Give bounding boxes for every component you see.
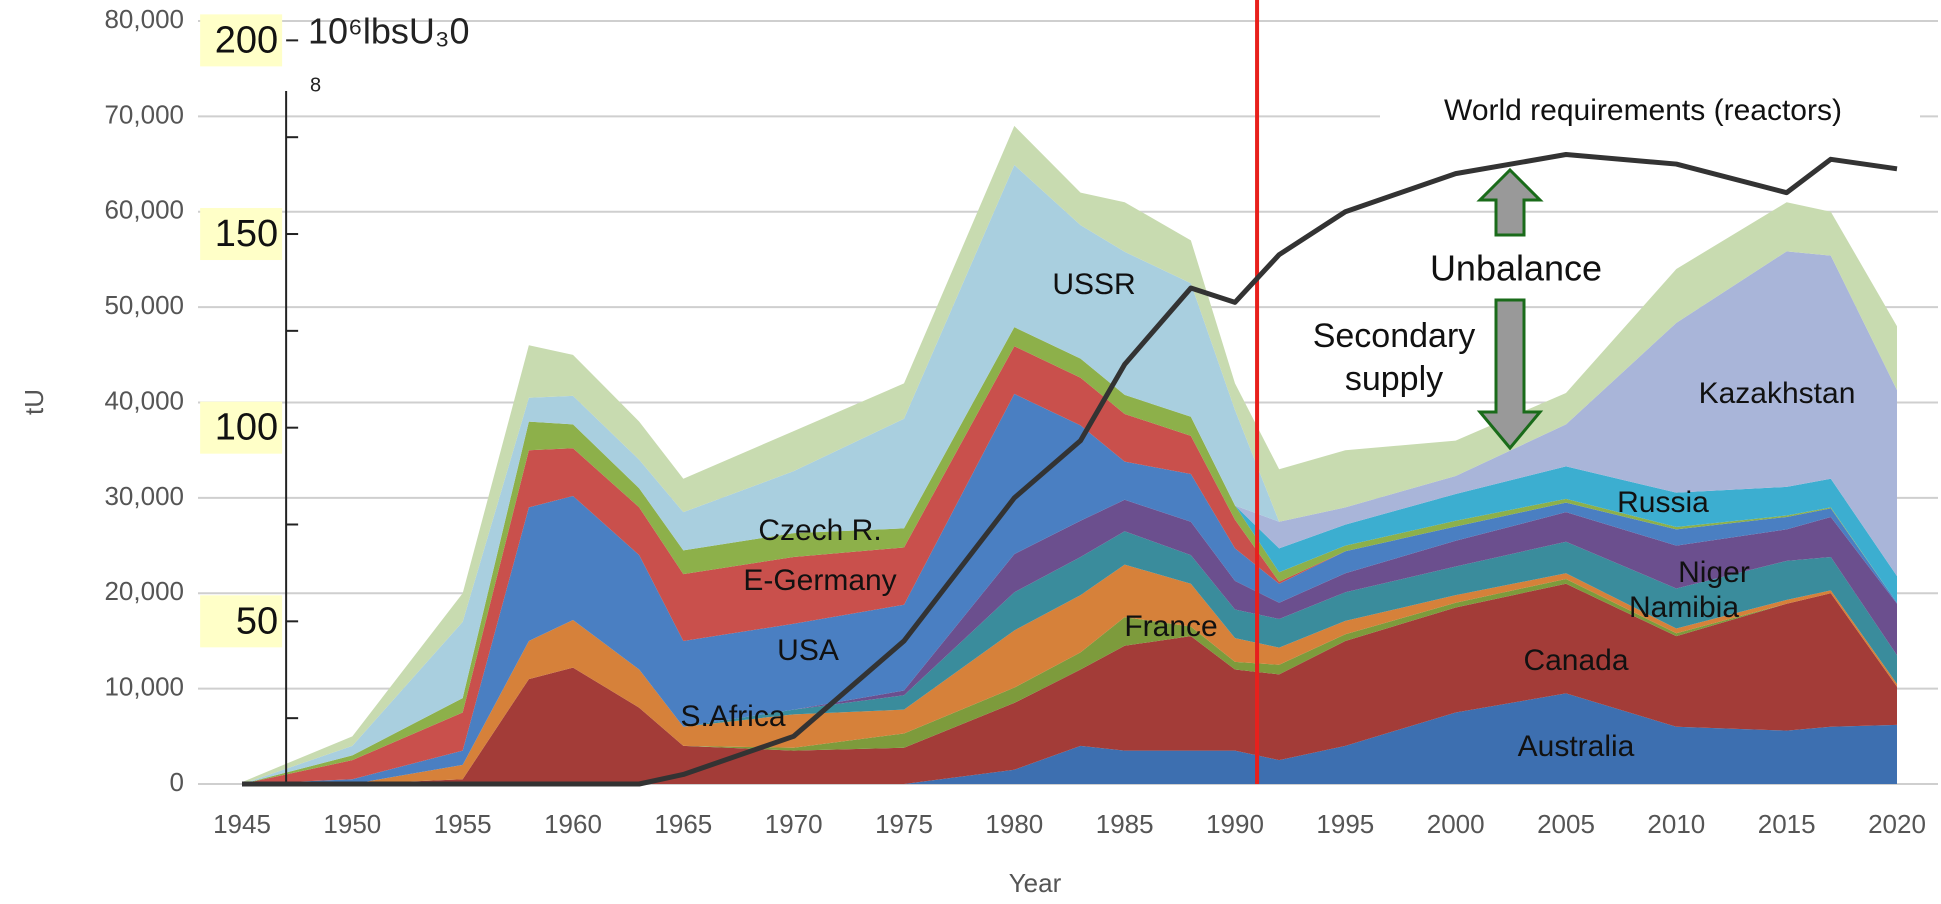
y-tick-label: 60,000 bbox=[104, 195, 184, 225]
x-tick-label: 1960 bbox=[544, 809, 602, 839]
area bbox=[242, 165, 1897, 785]
annotation: World requirements (reactors) bbox=[1444, 94, 1842, 127]
requirements-line bbox=[242, 152, 1898, 787]
x-tick-label: 1985 bbox=[1096, 809, 1154, 839]
area bbox=[242, 251, 1897, 784]
area bbox=[242, 531, 1897, 784]
x-tick-label: 1990 bbox=[1206, 809, 1264, 839]
label-bg bbox=[1380, 90, 1920, 136]
y2-tick-label: 100 bbox=[215, 407, 278, 449]
x-tick-label: 1950 bbox=[323, 809, 381, 839]
y-tick-label: 30,000 bbox=[104, 481, 184, 511]
x-tick-label: 1955 bbox=[434, 809, 492, 839]
y-axis-label: tU bbox=[19, 389, 49, 415]
x-tick-label: 1970 bbox=[765, 809, 823, 839]
y-tick-label: 50,000 bbox=[104, 290, 184, 320]
x-tick-label: 1965 bbox=[654, 809, 712, 839]
series-label: Niger bbox=[1678, 556, 1750, 589]
area bbox=[242, 564, 1897, 784]
area bbox=[242, 499, 1897, 784]
x-tick-label: 2020 bbox=[1868, 809, 1926, 839]
y2-tick-label: 200 bbox=[215, 19, 278, 61]
y-tick-label: 10,000 bbox=[104, 672, 184, 702]
y-tick-label: 70,000 bbox=[104, 99, 184, 129]
y-tick-label: 80,000 bbox=[104, 4, 184, 34]
annotation: Secondary bbox=[1313, 317, 1476, 355]
x-tick-label: 1945 bbox=[213, 809, 271, 839]
series-label: E-Germany bbox=[743, 564, 896, 597]
series-label: Kazakhstan bbox=[1699, 377, 1856, 410]
x-tick-label: 2005 bbox=[1537, 809, 1595, 839]
x-tick-label: 1995 bbox=[1316, 809, 1374, 839]
y2-label-bg bbox=[200, 14, 283, 67]
area bbox=[242, 346, 1897, 784]
series-label: USSR bbox=[1052, 268, 1135, 301]
x-axis-label: Year bbox=[1009, 868, 1062, 898]
y2-tick-label: 50 bbox=[236, 600, 278, 642]
series-label: Czech R. bbox=[758, 514, 881, 547]
overlay: 50 100 150 200 bbox=[200, 0, 1898, 787]
y2-label-bg bbox=[200, 401, 283, 454]
y2-axis-label: 10⁶lbsU₃0 bbox=[308, 11, 470, 52]
y2-label-bg bbox=[200, 208, 283, 261]
areas bbox=[242, 125, 1897, 785]
area bbox=[242, 583, 1897, 784]
unbalance-arrow bbox=[1476, 167, 1544, 451]
series-label: USA bbox=[777, 634, 839, 667]
x-tick-label: 1980 bbox=[985, 809, 1043, 839]
series-label: Australia bbox=[1518, 730, 1635, 763]
series-label: S.Africa bbox=[680, 700, 785, 733]
series-label: Russia bbox=[1617, 486, 1709, 519]
area bbox=[242, 393, 1897, 784]
x-tick-label: 1975 bbox=[875, 809, 933, 839]
annotation: supply bbox=[1345, 360, 1443, 398]
area bbox=[242, 693, 1897, 784]
y-tick-label: 0 bbox=[170, 767, 184, 797]
y-tick-label: 40,000 bbox=[104, 385, 184, 415]
x-tick-label: 2015 bbox=[1758, 809, 1816, 839]
series-label: Namibia bbox=[1629, 591, 1739, 624]
x-tick-label: 2010 bbox=[1647, 809, 1705, 839]
series-label: Canada bbox=[1523, 644, 1628, 677]
series-label: France bbox=[1124, 610, 1217, 643]
y2-axis-label-sub: 8 bbox=[310, 74, 321, 96]
annotation: Unbalance bbox=[1430, 248, 1602, 289]
x-tick-label: 2000 bbox=[1427, 809, 1485, 839]
y2-tick-label: 150 bbox=[215, 213, 278, 255]
y2-label-bg bbox=[200, 595, 283, 648]
y-tick-label: 20,000 bbox=[104, 576, 184, 606]
